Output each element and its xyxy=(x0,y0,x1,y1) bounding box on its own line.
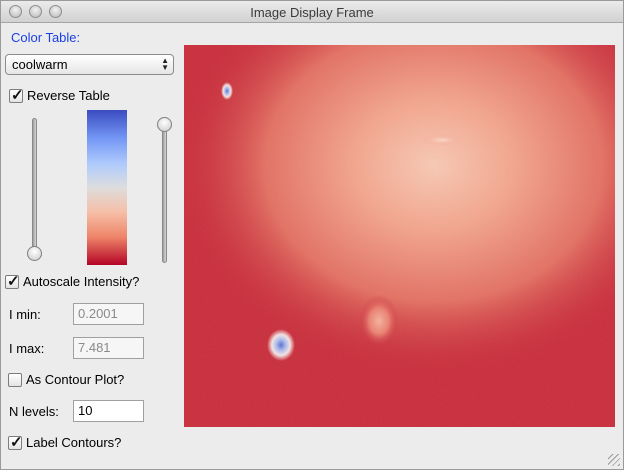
color-table-preview xyxy=(87,110,127,265)
image-display-svg xyxy=(184,45,615,427)
minimize-window-button[interactable] xyxy=(29,5,42,18)
resize-grip-icon[interactable] xyxy=(608,454,620,466)
i-max-label: I max: xyxy=(9,341,45,356)
n-levels-field[interactable]: 10 xyxy=(73,400,144,422)
i-min-field[interactable]: 0.2001 xyxy=(73,303,144,325)
close-window-button[interactable] xyxy=(9,5,22,18)
window-title: Image Display Frame xyxy=(250,5,374,20)
label-contours-checkbox[interactable] xyxy=(8,433,23,451)
zoom-window-button[interactable] xyxy=(49,5,62,18)
autoscale-row[interactable]: Autoscale Intensity? xyxy=(5,272,140,290)
min-intensity-slider-knob[interactable] xyxy=(27,246,42,261)
i-max-field[interactable]: 7.481 xyxy=(73,337,144,359)
i-min-label: I min: xyxy=(9,307,41,322)
reverse-table-row[interactable]: Reverse Table xyxy=(9,86,110,104)
chevron-up-down-icon: ▲ ▼ xyxy=(161,56,169,72)
max-intensity-slider-knob[interactable] xyxy=(157,117,172,132)
image-display-canvas[interactable] xyxy=(184,45,615,427)
title-bar: Image Display Frame xyxy=(1,1,623,23)
color-table-select[interactable]: coolwarm ▲ ▼ xyxy=(5,54,174,75)
image-noise xyxy=(184,45,615,427)
max-intensity-slider-track[interactable] xyxy=(162,121,167,263)
autoscale-label: Autoscale Intensity? xyxy=(23,274,140,289)
color-table-selected-value: coolwarm xyxy=(12,57,68,72)
contour-plot-checkbox[interactable] xyxy=(8,372,22,387)
reverse-table-label: Reverse Table xyxy=(27,88,110,103)
contour-plot-row[interactable]: As Contour Plot? xyxy=(8,372,124,387)
n-levels-label: N levels: xyxy=(9,404,59,419)
label-contours-row[interactable]: Label Contours? xyxy=(8,433,122,451)
label-contours-label: Label Contours? xyxy=(26,435,122,450)
reverse-table-checkbox[interactable] xyxy=(9,86,24,104)
autoscale-checkbox[interactable] xyxy=(5,272,20,290)
contour-plot-label: As Contour Plot? xyxy=(26,372,125,387)
min-intensity-slider-track[interactable] xyxy=(32,118,37,258)
color-table-label: Color Table: xyxy=(11,30,81,45)
